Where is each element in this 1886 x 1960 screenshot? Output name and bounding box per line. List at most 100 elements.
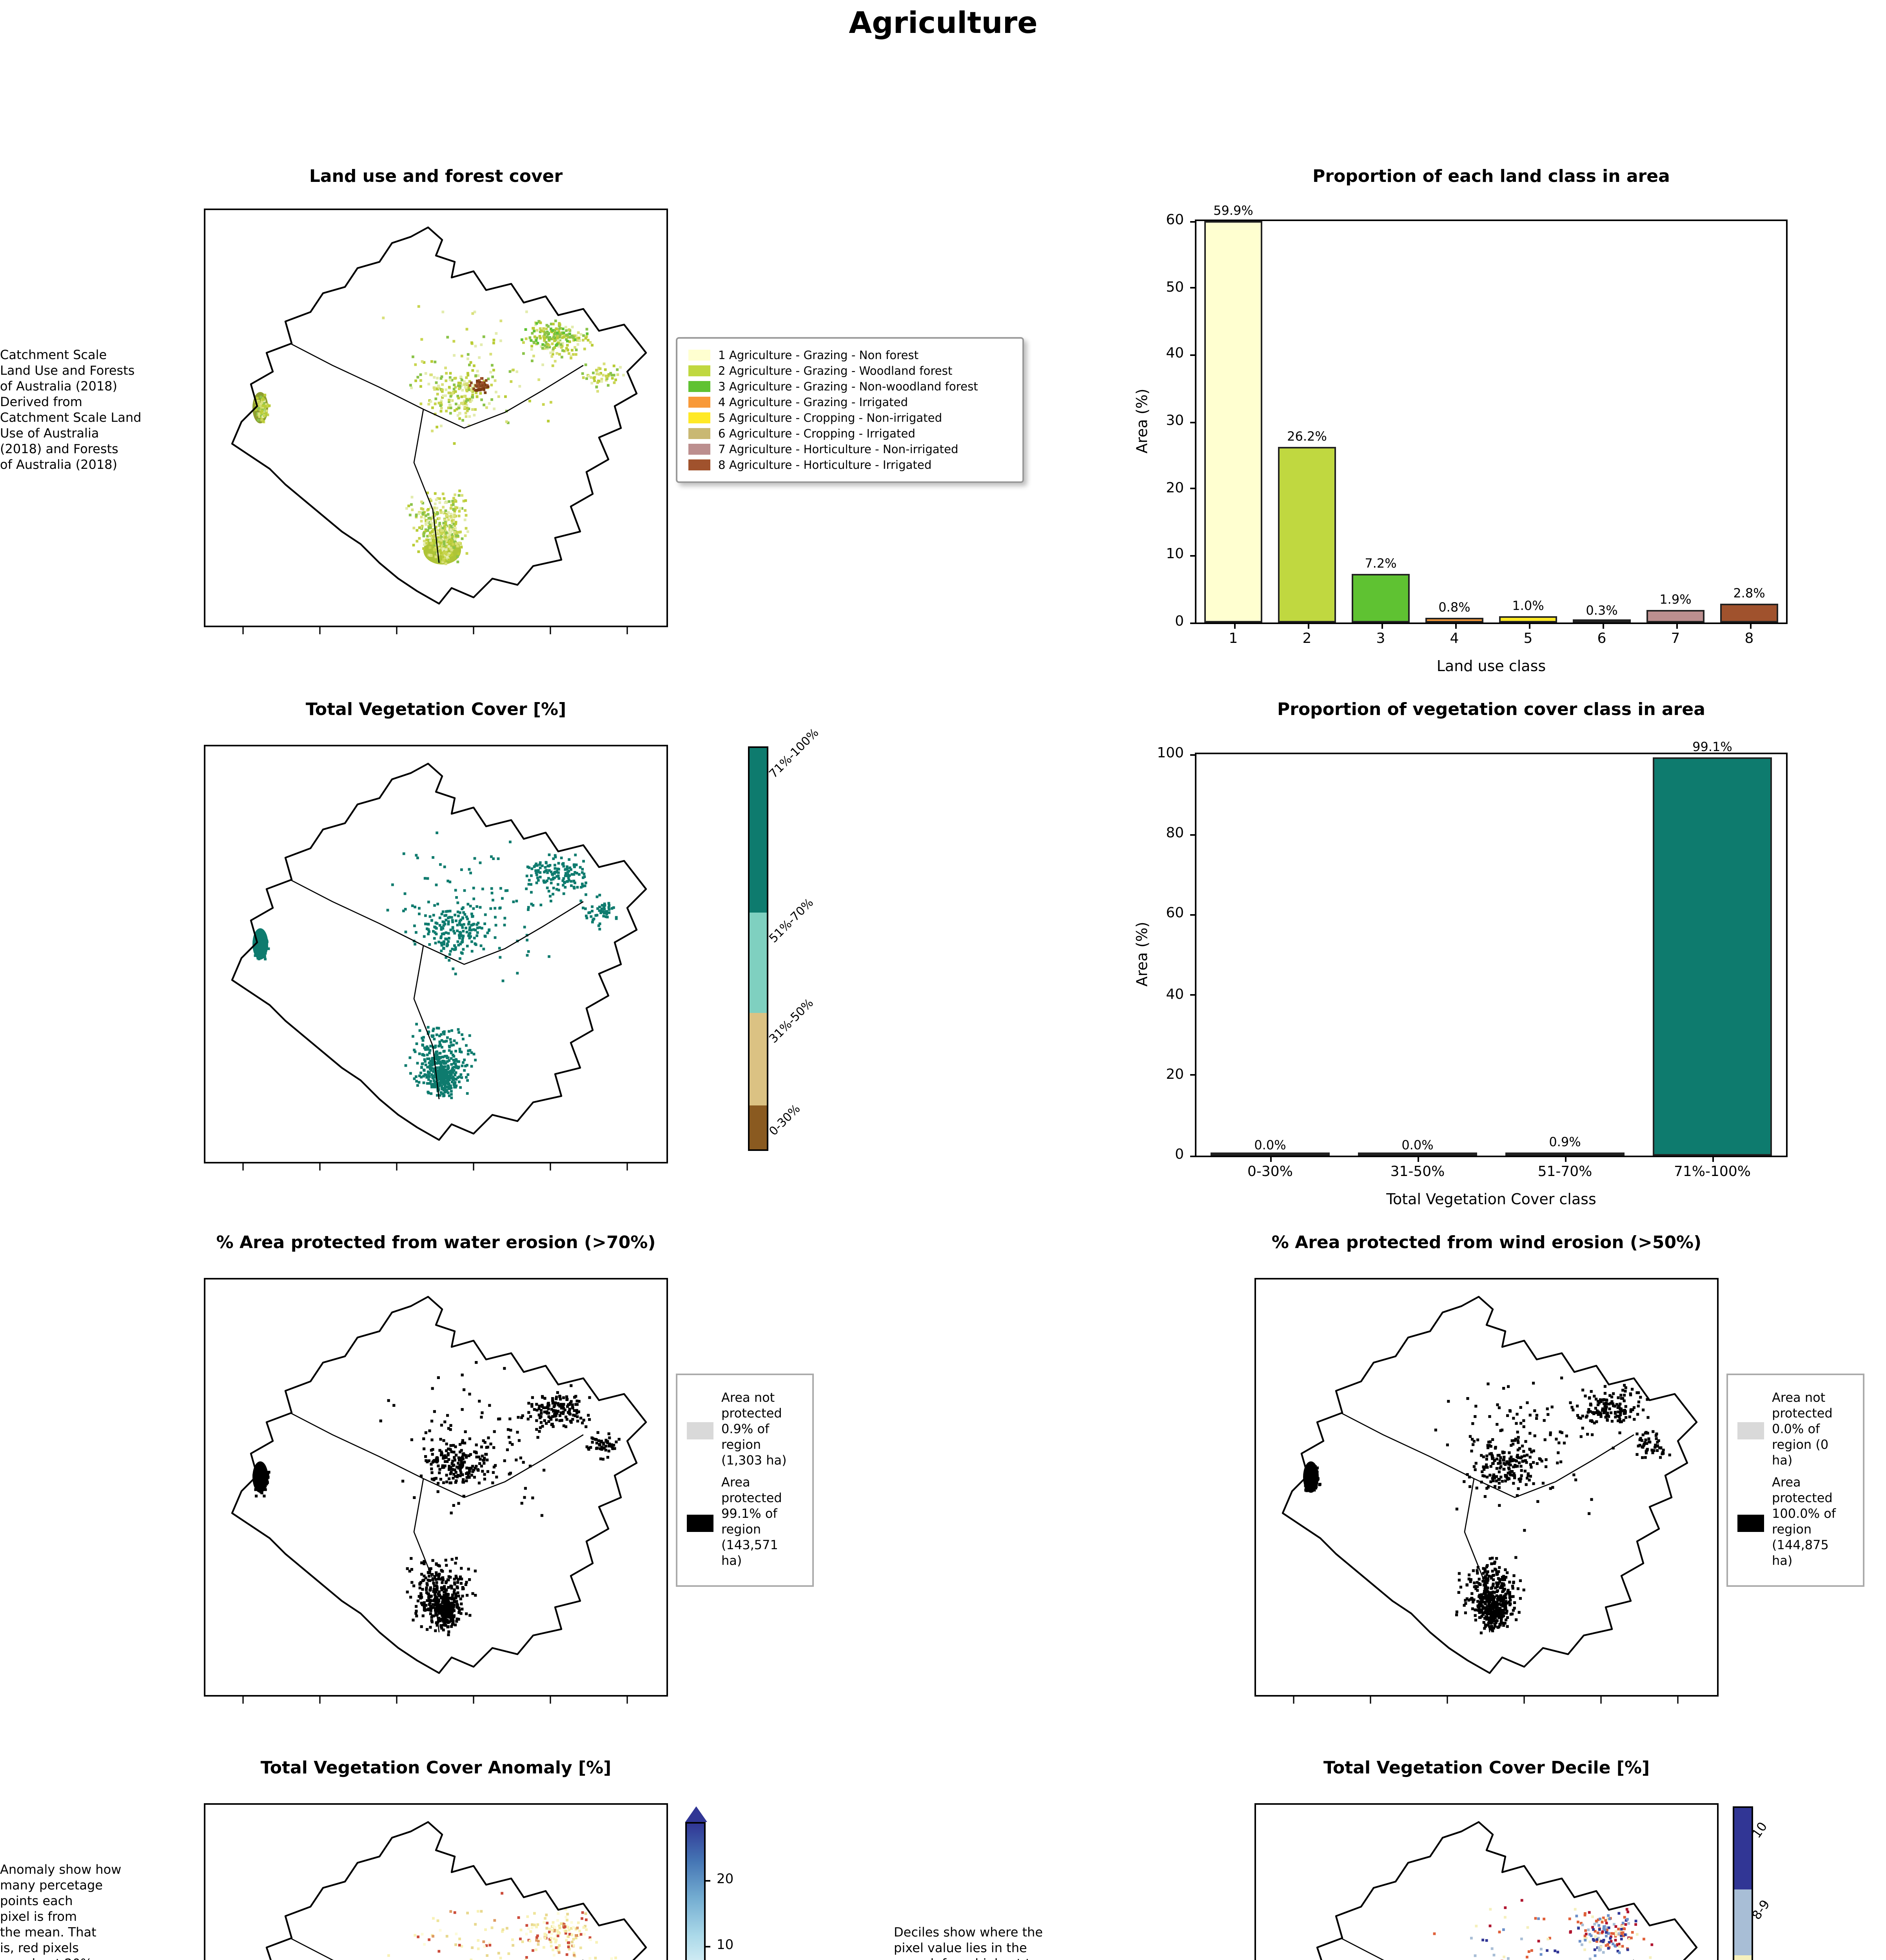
legend-swatch xyxy=(688,381,710,392)
y-tick-mark xyxy=(1189,354,1196,356)
x-tick-mark xyxy=(1454,622,1456,629)
x-tick-label: 8 xyxy=(1744,632,1754,648)
legend-label: Area protected 99.1% of region (143,571 … xyxy=(721,1475,782,1568)
bar xyxy=(1203,221,1263,622)
bar-value-label: 0.8% xyxy=(1438,600,1470,614)
landuse-legend: 1 Agriculture - Grazing - Non forest 2 Ag… xyxy=(676,337,1024,483)
bar xyxy=(1211,1152,1329,1156)
legend-swatch xyxy=(688,459,710,471)
veg-cover-colorbar: 71%-100% 51%-70% 31%-50% 0-30% xyxy=(748,726,821,1151)
x-tick-mark xyxy=(1675,622,1677,629)
decile-colorbar: 108-94-72-31 xyxy=(1733,1806,1773,1960)
x-tick-label: 1 xyxy=(1229,632,1238,648)
decile-map xyxy=(1254,1803,1719,1960)
landuse-map xyxy=(204,209,668,634)
landclass-chart-plot: 0 10 20 30 40 50 60 59.9% 1 26.2% 2 7.2% 3 0.8% 4 1.0% 5… xyxy=(1166,205,1788,648)
legend-swatch xyxy=(687,1421,713,1439)
bar-value-label: 0.9% xyxy=(1549,1134,1581,1149)
colorbar-tick-mark xyxy=(704,1879,710,1881)
legend-label: 8 Agriculture - Horticulture - Irrigated xyxy=(718,458,932,472)
y-tick-label: 80 xyxy=(1166,826,1184,842)
x-tick-label: 2 xyxy=(1302,632,1312,648)
colorbar-tick-label: 10 xyxy=(717,1938,734,1954)
y-tick-mark xyxy=(1189,994,1196,996)
catchment-boundary xyxy=(231,762,647,1141)
map-frame xyxy=(204,1803,668,1960)
y-tick-label: 60 xyxy=(1166,213,1184,229)
wind-erosion-title: % Area protected from wind erosion (>50%… xyxy=(1271,1232,1702,1253)
decile-map-title: Total Vegetation Cover Decile [%] xyxy=(1323,1758,1650,1778)
landuse-map-caption: Catchment Scale Land Use and Forests of … xyxy=(0,348,142,472)
legend-item: 2 Agriculture - Grazing - Woodland fores… xyxy=(688,364,1011,378)
colorbar-label: 8-9 xyxy=(1749,1897,1773,1922)
legend-item: 6 Agriculture - Cropping - Irrigated xyxy=(688,426,1011,441)
x-tick-label: 6 xyxy=(1597,632,1606,648)
y-tick-mark xyxy=(1189,753,1196,755)
bar xyxy=(1358,1152,1477,1156)
water-erosion-map xyxy=(204,1278,668,1704)
y-tick-label: 0 xyxy=(1175,615,1184,630)
anomaly-map xyxy=(204,1803,668,1960)
x-tick-mark xyxy=(1418,1156,1419,1162)
water-erosion-title: % Area protected from water erosion (>70… xyxy=(216,1232,656,1253)
colorbar-arrow-up xyxy=(685,1806,707,1822)
catchment-boundary xyxy=(231,1296,647,1674)
legend-swatch xyxy=(687,1514,713,1531)
y-tick-label: 20 xyxy=(1166,481,1184,497)
legend-label: 4 Agriculture - Grazing - Irrigated xyxy=(718,395,908,409)
wind-erosion-map xyxy=(1254,1278,1719,1704)
catchment-boundary xyxy=(231,226,647,605)
bar xyxy=(1653,758,1772,1156)
colorbar-segment xyxy=(750,1105,767,1149)
legend-swatch xyxy=(1737,1514,1764,1531)
y-tick-label: 60 xyxy=(1166,907,1184,923)
landuse-map-title: Land use and forest cover xyxy=(309,166,563,187)
legend-swatch xyxy=(688,412,710,424)
bar-value-label: 1.0% xyxy=(1512,598,1544,613)
x-tick-mark xyxy=(1233,622,1235,629)
map-scatter-layer xyxy=(387,1892,617,1960)
veg-cover-map xyxy=(204,745,668,1171)
legend-item: 4 Agriculture - Grazing - Irrigated xyxy=(688,395,1011,409)
legend-label: Area not protected 0.0% of region (0 ha) xyxy=(1772,1391,1833,1468)
landclass-chart-ylabel: Area (%) xyxy=(1135,388,1152,454)
map-frame xyxy=(204,209,668,627)
y-tick-label: 10 xyxy=(1166,548,1184,564)
legend-item: 3 Agriculture - Grazing - Non-woodland f… xyxy=(688,379,1011,394)
x-tick-mark xyxy=(1749,622,1751,629)
bar xyxy=(1277,447,1337,622)
x-tick-label: 3 xyxy=(1376,632,1385,648)
colorbar-label: 0-30% xyxy=(766,1101,803,1138)
legend-label: Area protected 100.0% of region (144,875… xyxy=(1772,1475,1836,1568)
colorbar-segment xyxy=(1734,1889,1752,1955)
y-tick-mark xyxy=(1189,1155,1196,1156)
bar-value-label: 26.2% xyxy=(1287,430,1327,444)
colorbar-tick-mark xyxy=(704,1945,710,1947)
x-tick-mark xyxy=(1602,622,1603,629)
water-erosion-legend: Area not protected 0.9% of region (1,303… xyxy=(676,1374,814,1587)
catchment-boundary xyxy=(265,1821,647,1960)
bar-value-label: 59.9% xyxy=(1213,204,1253,219)
bar-value-label: 0.3% xyxy=(1586,603,1618,617)
x-tick-label: 7 xyxy=(1671,632,1680,648)
legend-label: 3 Agriculture - Grazing - Non-woodland f… xyxy=(718,379,978,394)
legend-label: Area not protected 0.9% of region (1,303… xyxy=(721,1391,787,1468)
legend-swatch xyxy=(688,365,710,377)
map-frame xyxy=(204,745,668,1163)
map-scatter-layer xyxy=(252,831,618,1099)
anomaly-map-title: Total Vegetation Cover Anomaly [%] xyxy=(260,1758,612,1778)
vegclass-chart-title: Proportion of vegetation cover class in … xyxy=(1277,699,1705,720)
map-frame xyxy=(204,1278,668,1697)
x-tick-label: 51-70% xyxy=(1537,1165,1592,1181)
y-tick-mark xyxy=(1189,488,1196,490)
y-tick-label: 40 xyxy=(1166,987,1184,1003)
colorbar-segment xyxy=(750,912,767,1013)
legend-item: 7 Agriculture - Horticulture - Non-irrig… xyxy=(688,442,1011,456)
bar xyxy=(1498,615,1558,622)
x-tick-label: 31-50% xyxy=(1390,1165,1445,1181)
catchment-boundary xyxy=(1316,1821,1698,1960)
vegclass-chart-ylabel: Area (%) xyxy=(1135,922,1152,987)
colorbar-label: 51%-70% xyxy=(766,895,816,946)
